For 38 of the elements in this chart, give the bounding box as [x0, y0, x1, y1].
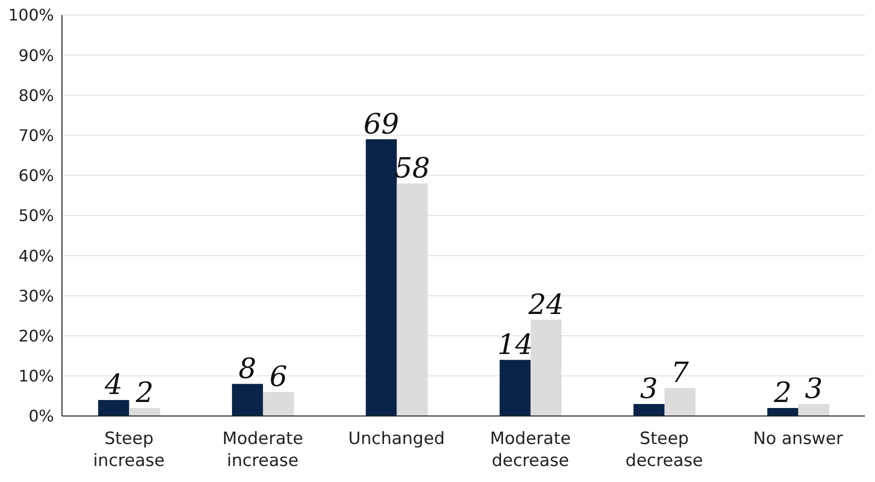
bar	[798, 404, 830, 416]
data-label: 7	[671, 356, 690, 389]
data-label: 3	[804, 372, 823, 405]
y-tick-label: 60%	[18, 166, 54, 186]
bar	[633, 404, 664, 416]
data-label: 8	[238, 352, 256, 385]
data-label: 14	[497, 328, 533, 361]
y-tick-label: 50%	[18, 206, 54, 226]
bar	[262, 392, 294, 416]
data-label: 24	[527, 288, 564, 321]
bar	[767, 408, 798, 416]
y-tick-label: 100%	[8, 6, 54, 25]
y-tick-label: 80%	[18, 86, 54, 105]
x-tick-label: Steep decrease	[626, 429, 703, 471]
y-tick-label: 90%	[18, 46, 54, 65]
data-label: 69	[363, 107, 400, 140]
bar	[664, 388, 696, 416]
data-label: 3	[640, 372, 658, 405]
y-tick-label: 70%	[18, 126, 54, 145]
y-tick-label: 20%	[18, 326, 54, 346]
data-label: 2	[134, 376, 154, 409]
y-tick-label: 10%	[18, 366, 54, 386]
data-label: 4	[104, 368, 123, 401]
bar	[500, 360, 531, 416]
x-tick-label: Steep increase	[93, 429, 165, 471]
data-label: 6	[270, 360, 288, 393]
y-tick-label: 30%	[18, 286, 54, 306]
bar	[366, 139, 397, 416]
bar	[129, 408, 160, 416]
data-label: 2	[772, 376, 792, 409]
x-tick-label: Moderate decrease	[490, 429, 571, 471]
x-tick-label: Moderate increase	[222, 429, 304, 471]
y-tick-label: 0%	[28, 406, 54, 426]
x-tick-label: No answer	[753, 429, 844, 449]
x-tick-label: Unchanged	[348, 429, 445, 449]
bar	[98, 400, 130, 416]
y-tick-label: 40%	[18, 246, 54, 266]
bar	[232, 384, 263, 416]
